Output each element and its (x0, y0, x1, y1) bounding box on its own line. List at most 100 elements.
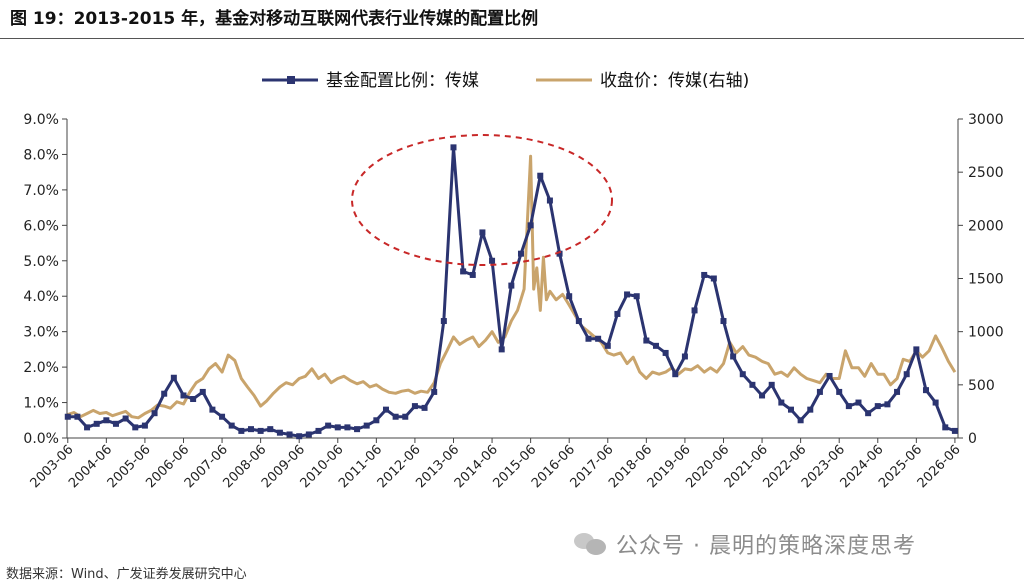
fund-allocation-point (64, 413, 71, 420)
fund-allocation-point (913, 346, 920, 353)
y-right-tick-label: 0 (968, 431, 977, 447)
fund-allocation-point (238, 427, 245, 434)
fund-allocation-point (691, 307, 698, 314)
fund-allocation-point (112, 420, 119, 427)
fund-allocation-point (575, 318, 582, 325)
fund-allocation-point (286, 431, 293, 438)
fund-allocation-point (595, 335, 602, 342)
fund-allocation-point (517, 250, 524, 257)
fund-allocation-point (209, 406, 216, 413)
fund-allocation-point (103, 417, 110, 424)
y-right-tick-label: 500 (968, 378, 995, 394)
fund-allocation-point (942, 424, 949, 431)
fund-allocation-point (826, 372, 833, 379)
fund-allocation-point (228, 422, 235, 429)
fund-allocation-point (566, 293, 573, 300)
fund-allocation-point (874, 403, 881, 410)
annotation-layer (351, 134, 613, 266)
fund-allocation-point (373, 417, 380, 424)
fund-allocation-point (315, 427, 322, 434)
axes-layer: 0.0% 1.0% 2.0% 3.0% 4.0% 5.0% 6.0% 7.0% 8.0% 9.0%… (23, 112, 1003, 491)
fund-allocation-point (922, 387, 929, 394)
y-left-tick-label: 6.0% (23, 218, 59, 234)
fund-allocation-point (932, 399, 939, 406)
fund-allocation-point (768, 381, 775, 388)
fund-allocation-point (787, 406, 794, 413)
fund-allocation-point (469, 271, 476, 278)
fund-allocation-point (305, 431, 312, 438)
fund-allocation-point (170, 374, 177, 381)
fund-allocation-point (431, 388, 438, 395)
source-note: 数据来源：Wind、广发证券发展研究中心 (6, 567, 247, 582)
fund-allocation-point (527, 222, 534, 229)
y-left-tick-label: 5.0% (23, 254, 59, 270)
fund-allocation-point (546, 197, 553, 204)
fund-allocation-point (276, 429, 283, 436)
y-left-tick-label: 2.0% (23, 360, 59, 376)
y-right-tick-label: 1500 (968, 272, 1004, 288)
fund-allocation-point (334, 424, 341, 431)
fund-allocation-point (267, 426, 274, 433)
fund-allocation-point (122, 415, 129, 422)
fund-allocation-point (643, 337, 650, 344)
fund-allocation-point (402, 413, 409, 420)
fund-allocation-point (479, 229, 486, 236)
fund-allocation-point (363, 422, 370, 429)
y-left-tick-label: 1.0% (23, 396, 59, 412)
fund-allocation-point (199, 388, 206, 395)
fund-allocation-point (797, 417, 804, 424)
fund-allocation-point (382, 406, 389, 413)
fund-allocation-point (84, 424, 91, 431)
fund-allocation-point (662, 349, 669, 356)
fund-allocation-point (681, 353, 688, 360)
y-left-tick-label: 9.0% (23, 112, 59, 128)
fund-allocation-point (701, 271, 708, 278)
fund-allocation-point (325, 422, 332, 429)
fund-allocation-point (93, 420, 100, 427)
fund-allocation-point (807, 406, 814, 413)
fund-allocation-point (759, 392, 766, 399)
y-left-tick-label: 7.0% (23, 183, 59, 199)
fund-allocation-point (132, 424, 139, 431)
watermark: 公众号 · 晨明的策略深度思考 (574, 527, 916, 561)
fund-allocation-point (219, 413, 226, 420)
y-left-tick-label: 3.0% (23, 325, 59, 341)
legend-marker-fund-allocation (287, 76, 295, 84)
fund-allocation-point (537, 172, 544, 179)
fund-allocation-point (257, 427, 264, 434)
fund-allocation-point (855, 399, 862, 406)
fund-allocation-point (865, 410, 872, 417)
y-right-tick-label: 3000 (968, 112, 1004, 128)
fund-allocation-point (749, 381, 756, 388)
fund-allocation-point (672, 371, 679, 378)
fund-allocation-point (730, 353, 737, 360)
fund-allocation-point (894, 388, 901, 395)
legend: 基金配置比例：传媒 收盘价：传媒(右轴) (262, 71, 749, 91)
y-right-tick-label: 2500 (968, 165, 1004, 181)
fund-allocation-point (151, 410, 158, 417)
fund-allocation-point (180, 392, 187, 399)
fund-allocation-point (411, 403, 418, 410)
y-left-tick-label: 0.0% (23, 431, 59, 447)
fund-allocation-point (884, 401, 891, 408)
fund-allocation-point (624, 291, 631, 298)
y-right-tick-label: 1000 (968, 325, 1004, 341)
fund-allocation-point (585, 335, 592, 342)
fund-allocation-point (720, 318, 727, 325)
fund-allocation-point (951, 427, 958, 434)
highlight-ellipse (351, 134, 613, 266)
fund-allocation-point (508, 282, 515, 289)
fund-allocation-point (498, 346, 505, 353)
x-tick-label: 2026-06 (915, 442, 964, 491)
fund-allocation-point (296, 433, 303, 440)
fund-allocation-point (556, 250, 563, 257)
fund-allocation-point (74, 413, 81, 420)
fund-allocation-point (778, 399, 785, 406)
close-price-line (67, 154, 957, 420)
series-fund-allocation (64, 144, 958, 440)
fund-allocation-point (344, 424, 351, 431)
y-right-tick-label: 2000 (968, 218, 1004, 234)
legend-label-close-price: 收盘价：传媒(右轴) (600, 71, 749, 91)
fund-allocation-point (421, 404, 428, 411)
